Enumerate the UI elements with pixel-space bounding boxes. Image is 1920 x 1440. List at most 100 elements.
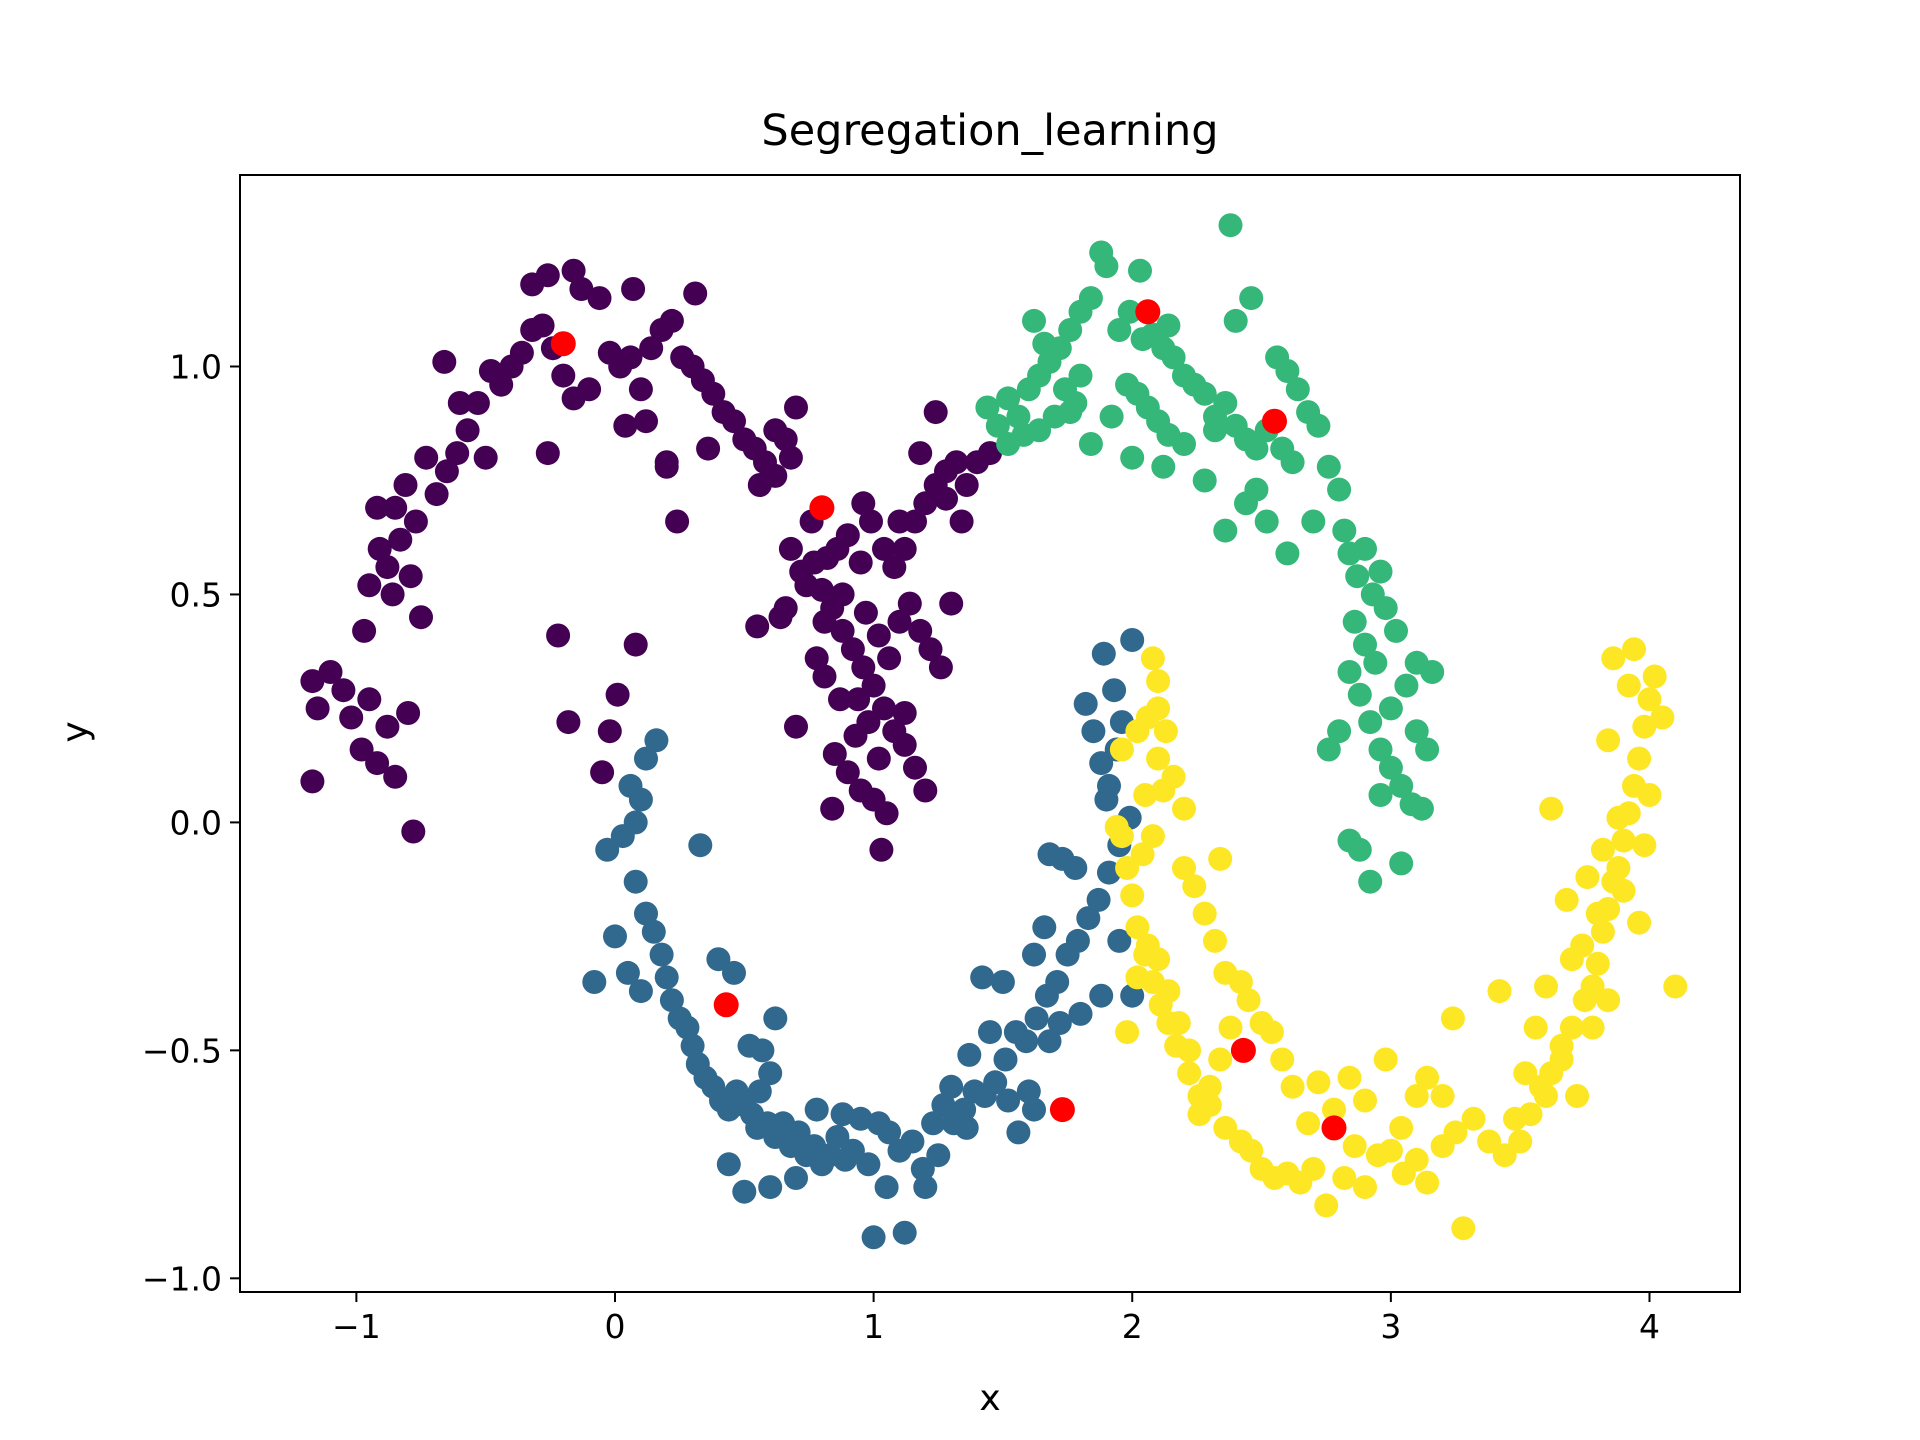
data-point-cluster-1: [603, 924, 627, 949]
data-point-cluster-3: [1477, 1129, 1502, 1154]
data-point-cluster-3: [1642, 664, 1667, 689]
data-point-cluster-2: [1316, 737, 1341, 762]
data-point-cluster-3: [1187, 1102, 1212, 1127]
data-point-cluster-1: [874, 1175, 899, 1200]
data-point-cluster-1: [1014, 1029, 1039, 1054]
data-point-cluster-3: [1622, 637, 1646, 662]
data-point-cluster-3: [1322, 1097, 1346, 1122]
data-point-cluster-3: [1404, 1084, 1429, 1108]
data-point-cluster-0: [414, 445, 439, 470]
data-point-cluster-0: [913, 778, 938, 803]
data-point-cluster-0: [473, 445, 498, 470]
data-point-cluster-1: [582, 970, 607, 994]
data-point-cluster-0: [561, 258, 586, 283]
data-point-cluster-3: [1559, 1015, 1584, 1040]
data-point-cluster-0: [768, 605, 793, 630]
data-point-cluster-0: [908, 618, 933, 643]
data-point-cluster-1: [1032, 915, 1057, 940]
centroid-marker: [1321, 1115, 1347, 1141]
data-point-cluster-0: [978, 441, 1002, 466]
data-point-cluster-0: [455, 418, 480, 443]
data-point-cluster-1: [978, 1020, 1002, 1045]
data-point-cluster-2: [1094, 254, 1119, 279]
data-point-cluster-2: [1099, 404, 1124, 429]
data-point-cluster-1: [830, 1102, 855, 1127]
data-point-cluster-3: [1270, 1047, 1295, 1072]
data-point-cluster-0: [722, 409, 746, 434]
data-point-cluster-0: [618, 345, 643, 370]
data-point-cluster-3: [1487, 979, 1512, 1004]
data-point-cluster-3: [1151, 778, 1176, 803]
data-point-cluster-2: [1337, 660, 1362, 684]
data-point-cluster-1: [758, 1061, 783, 1086]
data-point-cluster-0: [365, 751, 390, 776]
data-point-cluster-3: [1554, 887, 1579, 912]
data-point-cluster-0: [489, 372, 514, 397]
data-point-cluster-1: [649, 942, 674, 967]
data-point-cluster-1: [1047, 1011, 1072, 1035]
data-point-cluster-0: [840, 637, 865, 662]
data-point-cluster-0: [623, 632, 648, 657]
data-point-cluster-1: [722, 960, 746, 985]
data-point-cluster-1: [926, 1143, 951, 1168]
data-point-cluster-2: [1058, 318, 1083, 342]
data-point-cluster-3: [1443, 1120, 1468, 1145]
data-point-cluster-1: [1086, 887, 1111, 912]
data-point-cluster-3: [1135, 933, 1160, 958]
centroid-marker: [1230, 1037, 1256, 1063]
data-point-cluster-0: [683, 281, 708, 306]
data-point-cluster-3: [1637, 687, 1662, 712]
data-point-cluster-0: [882, 555, 907, 580]
data-point-cluster-0: [409, 605, 433, 630]
data-point-cluster-0: [375, 714, 400, 739]
data-point-cluster-0: [696, 436, 721, 461]
data-point-cluster-3: [1172, 796, 1196, 821]
data-point-cluster-2: [1358, 710, 1383, 735]
data-point-cluster-2: [1301, 509, 1326, 534]
centroid-marker: [1135, 299, 1161, 325]
data-point-cluster-1: [1094, 787, 1119, 812]
data-point-cluster-0: [367, 536, 392, 561]
data-point-cluster-1: [628, 787, 653, 812]
data-point-cluster-1: [745, 1115, 770, 1140]
data-point-cluster-2: [1404, 719, 1429, 744]
centroid-markers: [550, 299, 1347, 1141]
data-point-cluster-3: [1140, 824, 1165, 849]
data-point-cluster-1: [1107, 928, 1132, 953]
data-point-cluster-3: [1663, 974, 1688, 999]
data-point-cluster-0: [828, 687, 852, 712]
data-point-cluster-0: [403, 509, 428, 534]
data-point-cluster-0: [556, 710, 581, 735]
data-point-cluster-0: [380, 582, 405, 607]
data-point-cluster-0: [509, 340, 534, 365]
data-point-cluster-2: [1117, 299, 1142, 324]
data-point-cluster-0: [872, 696, 896, 721]
data-point-cluster-3: [1140, 646, 1165, 671]
data-point-cluster-3: [1632, 833, 1657, 858]
data-point-cluster-0: [949, 509, 974, 534]
x-tick-label: 0: [605, 1307, 626, 1346]
data-point-cluster-3: [1373, 1047, 1398, 1072]
data-point-cluster-2: [1275, 541, 1300, 566]
data-point-cluster-2: [1363, 650, 1388, 675]
data-point-cluster-0: [918, 637, 943, 662]
data-point-cluster-2: [1316, 454, 1341, 479]
data-point-cluster-1: [1016, 1079, 1041, 1104]
data-point-cluster-1: [996, 1088, 1021, 1113]
data-point-cluster-1: [784, 1166, 808, 1190]
data-point-cluster-0: [597, 719, 622, 744]
y-tick-label: 1.0: [170, 347, 222, 386]
data-point-cluster-2: [1378, 755, 1403, 780]
data-point-cluster-2: [1368, 559, 1393, 584]
data-point-cluster-3: [1236, 988, 1261, 1013]
data-point-cluster-2: [1078, 286, 1103, 311]
data-point-cluster-3: [1213, 1115, 1238, 1140]
data-point-cluster-2: [1409, 796, 1434, 821]
data-point-cluster-0: [349, 737, 374, 762]
data-point-cluster-0: [892, 536, 917, 561]
data-point-cluster-0: [587, 286, 612, 311]
data-point-cluster-3: [1306, 1070, 1331, 1095]
data-point-cluster-1: [659, 988, 684, 1013]
data-point-cluster-3: [1296, 1111, 1321, 1136]
data-point-cluster-3: [1120, 883, 1145, 908]
